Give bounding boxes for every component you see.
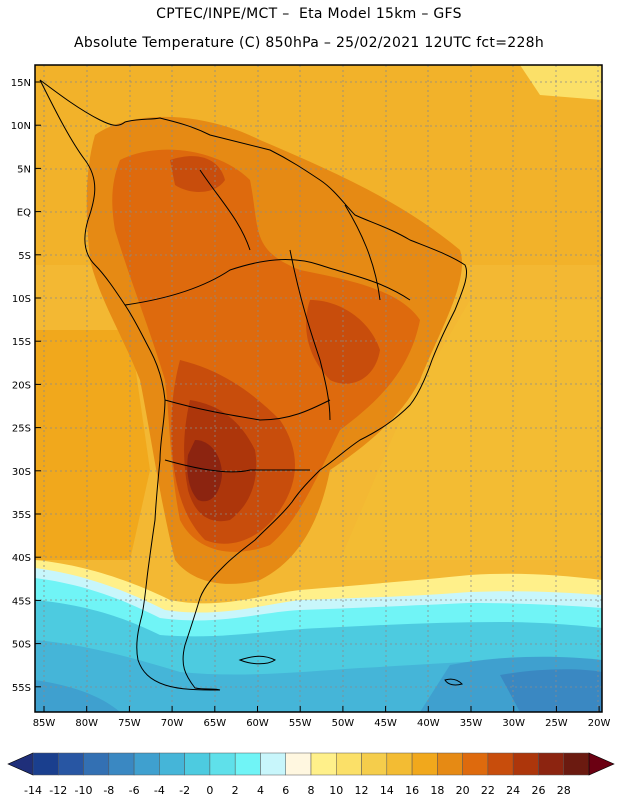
- temperature-field: [35, 65, 602, 712]
- lon-label: 25W: [545, 718, 568, 729]
- colorbar-swatch: [538, 752, 564, 776]
- colorbar-label: -10: [75, 784, 93, 797]
- lat-label: 20S: [12, 380, 31, 391]
- lon-label: 60W: [246, 718, 269, 729]
- colorbar-swatch: [108, 752, 135, 776]
- colorbar-swatch: [159, 752, 185, 776]
- colorbar-label: -12: [49, 784, 67, 797]
- lat-label: 10N: [11, 121, 31, 132]
- lat-label: 35S: [12, 510, 31, 521]
- colorbar-swatch: [487, 752, 514, 776]
- chart-title-line2: Absolute Temperature (C) 850hPa – 25/02/…: [73, 35, 545, 51]
- colorbar-label: 16: [405, 784, 419, 797]
- lat-label: 15N: [11, 78, 31, 89]
- colorbar-swatch: [411, 752, 438, 776]
- lon-label: 30W: [502, 718, 525, 729]
- lat-label: 55S: [12, 683, 31, 694]
- colorbar-label: 14: [380, 784, 394, 797]
- lat-label: 50S: [12, 640, 31, 651]
- colorbar-swatch: [336, 752, 362, 776]
- colorbar-label: 2: [232, 784, 239, 797]
- colorbar-label: 28: [557, 784, 571, 797]
- colorbar-label: 12: [355, 784, 369, 797]
- lat-label: 40S: [12, 553, 31, 564]
- colorbar-label: 8: [308, 784, 315, 797]
- colorbar-swatch: [285, 752, 312, 776]
- colorbar-swatch: [58, 752, 84, 776]
- colorbar-label: 4: [257, 784, 264, 797]
- colorbar: -14 -12 -10 -8 -6 -4 -2 0 2 4 6 8 10 12 14 16 18 20 22 24 26…: [7, 752, 615, 797]
- colorbar-label: 24: [506, 784, 520, 797]
- lat-label: 30S: [12, 467, 31, 478]
- lon-label: 55W: [289, 718, 312, 729]
- colorbar-swatch: [209, 752, 236, 776]
- lat-label: EQ: [17, 208, 31, 219]
- colorbar-label: -4: [154, 784, 165, 797]
- lat-label: 10S: [12, 294, 31, 305]
- colorbar-swatch: [437, 752, 463, 776]
- colorbar-label: -8: [103, 784, 114, 797]
- colorbar-label: -6: [129, 784, 140, 797]
- lon-label: 80W: [75, 718, 98, 729]
- colorbar-swatch: [83, 752, 110, 776]
- lat-label: 5N: [17, 164, 31, 175]
- colorbar-swatch: [184, 752, 211, 776]
- lon-label: 45W: [374, 718, 397, 729]
- colorbar-swatch: [133, 752, 160, 776]
- colorbar-swatch: [361, 752, 388, 776]
- colorbar-swatch: [32, 752, 59, 776]
- latitude-axis: 15N 10N 5N EQ 5S 10S 15S 20S 25S 30S 35S 40S 45S 50S 5…: [11, 78, 41, 694]
- map-frame: [34, 64, 603, 713]
- colorbar-left-arrow: [7, 752, 34, 776]
- colorbar-label: 18: [430, 784, 444, 797]
- lon-label: 20W: [588, 718, 611, 729]
- lon-label: 65W: [203, 718, 226, 729]
- colorbar-swatch: [563, 752, 590, 776]
- lon-label: 70W: [161, 718, 184, 729]
- colorbar-swatch: [462, 752, 489, 776]
- lon-label: 85W: [33, 718, 56, 729]
- colorbar-right-arrow: [588, 752, 615, 776]
- colorbar-label: -14: [24, 784, 42, 797]
- lat-label: 25S: [12, 424, 31, 435]
- colorbar-label: 6: [282, 784, 289, 797]
- lat-label: 15S: [12, 337, 31, 348]
- colorbar-swatch: [234, 752, 261, 776]
- lon-label: 35W: [460, 718, 483, 729]
- colorbar-label: 20: [456, 784, 470, 797]
- colorbar-label: 0: [206, 784, 213, 797]
- colorbar-swatch: [512, 752, 539, 776]
- colorbar-label: -2: [179, 784, 190, 797]
- lat-label: 45S: [12, 596, 31, 607]
- colorbar-label: 26: [531, 784, 545, 797]
- chart-title-line1: CPTEC/INPE/MCT – Eta Model 15km – GFS: [156, 6, 462, 22]
- longitude-axis: 85W 80W 75W 70W 65W 60W 55W 50W 45W 40W 35W 30W 25W 2…: [33, 706, 611, 729]
- colorbar-label: 10: [329, 784, 343, 797]
- lon-label: 40W: [417, 718, 440, 729]
- coastlines: [39, 79, 468, 691]
- lon-label: 75W: [118, 718, 141, 729]
- colorbar-swatch: [310, 752, 337, 776]
- colorbar-swatch: [260, 752, 286, 776]
- colorbar-swatch: [386, 752, 413, 776]
- lat-label: 5S: [18, 251, 31, 262]
- colorbar-label: 22: [481, 784, 495, 797]
- lon-label: 50W: [332, 718, 355, 729]
